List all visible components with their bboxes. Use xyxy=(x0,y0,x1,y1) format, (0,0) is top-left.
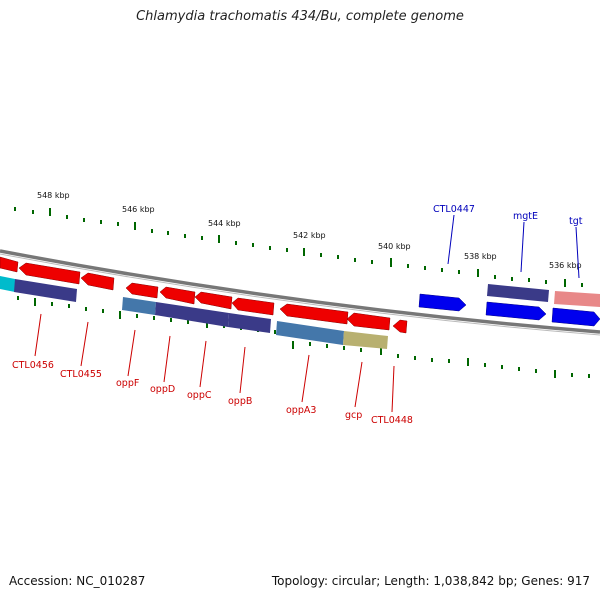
scale-label-538: 538 kbp xyxy=(464,252,497,261)
gene-arrow[interactable] xyxy=(231,297,275,316)
gene-label[interactable]: CTL0456 xyxy=(12,360,54,371)
gene-label[interactable]: CTL0447 xyxy=(433,204,475,215)
gene-box[interactable] xyxy=(14,279,77,302)
genome-backbone xyxy=(0,249,600,334)
gene-arrow[interactable] xyxy=(418,293,467,312)
gene-box[interactable] xyxy=(0,276,15,292)
gene-box[interactable] xyxy=(155,302,229,327)
gene-label[interactable]: CTL0448 xyxy=(371,415,413,426)
gene-arrow[interactable] xyxy=(392,319,408,334)
gene-label[interactable]: oppC xyxy=(187,390,212,401)
scale-label-548: 548 kbp xyxy=(37,191,70,200)
gene-label[interactable]: mgtE xyxy=(513,211,538,222)
gene-arrow[interactable] xyxy=(159,286,196,305)
accession-text: Accession: NC_010287 xyxy=(9,574,146,588)
gene-label[interactable]: CTL0455 xyxy=(60,369,102,380)
gene-box[interactable] xyxy=(122,297,156,315)
gene-box[interactable] xyxy=(276,321,344,345)
gene-arrow[interactable] xyxy=(485,301,547,321)
scale-label-540: 540 kbp xyxy=(378,242,411,251)
gene-box[interactable] xyxy=(343,331,388,349)
gene-box[interactable] xyxy=(554,291,600,307)
gene-arrow[interactable] xyxy=(279,303,349,325)
gene-arrow[interactable] xyxy=(80,272,115,291)
outer-tick-track xyxy=(14,207,583,287)
cog-colored-features[interactable] xyxy=(0,276,600,349)
gene-label[interactable]: oppA3 xyxy=(286,405,316,416)
forward-gene-arrows[interactable] xyxy=(418,293,600,327)
gene-label[interactable]: oppD xyxy=(150,384,175,395)
inner-tick-track xyxy=(17,296,590,378)
label-leader-lines xyxy=(34,214,580,413)
scale-label-544: 544 kbp xyxy=(208,219,241,228)
gene-arrow[interactable] xyxy=(551,307,600,327)
scale-label-536: 536 kbp xyxy=(549,261,582,270)
gene-label[interactable]: oppB xyxy=(228,396,252,407)
reverse-gene-arrows[interactable] xyxy=(0,256,408,334)
scale-label-546: 546 kbp xyxy=(122,205,155,214)
gene-arrow[interactable] xyxy=(18,262,81,285)
gene-arrow[interactable] xyxy=(0,256,19,273)
gene-label[interactable]: oppF xyxy=(116,378,139,389)
gene-box[interactable] xyxy=(487,284,549,302)
gene-arrow[interactable] xyxy=(346,312,391,331)
map-title: Chlamydia trachomatis 434/Bu, complete g… xyxy=(136,9,464,24)
gene-label[interactable]: tgt xyxy=(569,216,583,227)
gene-arrow[interactable] xyxy=(194,291,233,310)
gene-label[interactable]: gcp xyxy=(345,410,362,421)
genome-backbone-shadow xyxy=(0,253,600,336)
gene-box[interactable] xyxy=(228,313,271,333)
gene-arrow[interactable] xyxy=(125,282,159,299)
topology-summary: Topology: circular; Length: 1,038,842 bp… xyxy=(271,574,590,588)
scale-label-542: 542 kbp xyxy=(293,231,326,240)
